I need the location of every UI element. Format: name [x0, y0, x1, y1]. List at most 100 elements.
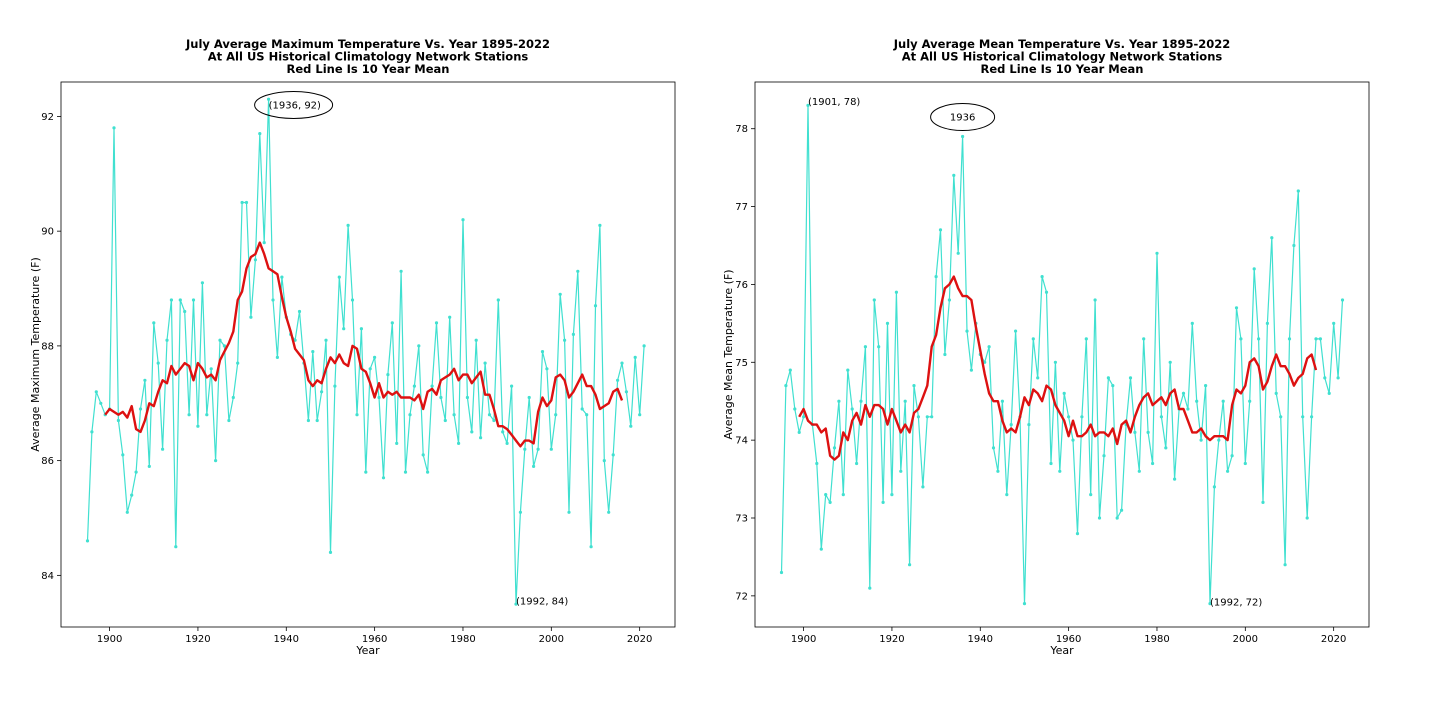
chart-title-line: Red Line Is 10 Year Mean	[287, 62, 450, 76]
annual-data-point	[1283, 563, 1287, 567]
annual-data-point	[487, 413, 492, 417]
annual-data-point	[832, 446, 837, 450]
annual-data-point	[1287, 337, 1292, 341]
annual-data-point	[983, 360, 987, 364]
annual-data-point	[280, 275, 284, 279]
annual-data-point	[1067, 415, 1071, 419]
ten-year-mean-line	[798, 275, 1318, 461]
annual-data-point	[152, 321, 156, 325]
annual-data-point	[434, 321, 439, 325]
annual-data-point	[908, 563, 912, 567]
annual-data-point	[885, 321, 890, 325]
annual-data-point	[386, 373, 390, 377]
annual-data-point	[258, 132, 262, 136]
annual-data-point	[1049, 461, 1053, 466]
annual-data-point	[607, 510, 611, 514]
annual-data-point	[1230, 454, 1234, 458]
y-tick-label: 90	[41, 227, 54, 238]
annual-data-point	[381, 476, 386, 480]
annual-data-point	[452, 413, 456, 417]
annual-data-point	[346, 223, 350, 227]
annual-data-point	[1128, 376, 1133, 380]
annual-data-point	[894, 290, 899, 294]
x-tick-label: 1940	[274, 634, 299, 645]
annual-data-point	[337, 275, 341, 279]
annual-data-point	[244, 200, 249, 205]
annual-data-point	[930, 415, 934, 419]
mean-temperature-chart: July Average Mean Temperature Vs. Year 1…	[722, 37, 1370, 657]
annual-data-point	[1327, 391, 1331, 395]
annual-data-point	[412, 384, 416, 388]
annual-data-point	[1336, 376, 1340, 380]
y-tick-label: 73	[735, 514, 748, 525]
annual-data-point	[408, 413, 412, 417]
annual-data-point	[1190, 321, 1194, 325]
annual-data-point	[1217, 438, 1221, 442]
annual-data-point	[585, 413, 589, 417]
annual-data-point	[991, 446, 996, 450]
x-tick-label: 1920	[185, 634, 210, 645]
annual-data-point	[554, 413, 558, 417]
annual-data-point	[1044, 290, 1049, 294]
annual-data-point	[925, 415, 929, 419]
annual-data-point	[620, 361, 624, 365]
x-tick-label: 1940	[968, 634, 993, 645]
annual-data-point	[545, 367, 549, 371]
chart-title-line: Red Line Is 10 Year Mean	[981, 62, 1144, 76]
annual-data-point	[364, 470, 368, 474]
annual-data-point	[262, 241, 266, 245]
annual-data-point	[169, 298, 173, 302]
annual-data-point	[1279, 415, 1283, 419]
annual-data-point	[443, 418, 447, 423]
annual-data-point	[306, 418, 310, 423]
annual-data-point	[390, 321, 394, 325]
x-tick-label: 2020	[1321, 634, 1346, 645]
annual-data-point	[819, 547, 823, 551]
annual-data-point	[227, 418, 231, 423]
annual-data-point	[1093, 298, 1097, 302]
annual-data-point	[788, 368, 792, 372]
annual-data-point	[863, 345, 868, 349]
annual-data-point	[797, 430, 801, 434]
annual-data-point	[518, 510, 523, 514]
y-tick-label: 88	[41, 341, 54, 352]
annual-data-point	[421, 453, 425, 457]
annual-data-point	[359, 327, 363, 331]
annotation-label: (1936, 92)	[269, 100, 321, 111]
annual-data-point	[593, 304, 598, 308]
annual-data-point	[138, 407, 143, 411]
annual-data-point	[938, 228, 943, 232]
annual-data-point	[350, 298, 355, 302]
annual-data-point	[1080, 415, 1084, 419]
annual-data-point	[1075, 532, 1080, 536]
annual-data-point	[1234, 306, 1239, 310]
annual-data-point	[94, 390, 98, 394]
annual-data-point	[1208, 602, 1212, 606]
annual-data-point	[815, 461, 819, 466]
y-tick-label: 76	[735, 280, 748, 291]
annotation-circle	[254, 90, 334, 119]
annual-data-point	[1212, 485, 1216, 489]
x-tick-label: 2000	[539, 634, 564, 645]
annual-data-point	[850, 407, 854, 411]
annual-data-point	[784, 384, 788, 388]
annual-data-point	[523, 447, 527, 451]
annotation-circle	[930, 103, 996, 132]
annual-data-point	[143, 378, 147, 382]
annual-data-point	[1089, 493, 1093, 497]
annual-data-point	[403, 470, 408, 474]
annual-data-point	[642, 344, 646, 348]
annual-data-point	[611, 453, 615, 457]
annual-data-point	[1195, 399, 1199, 403]
annual-data-point	[1151, 461, 1155, 466]
annual-data-point	[377, 395, 381, 400]
annual-data-point	[616, 378, 620, 382]
annual-data-point	[222, 344, 226, 348]
y-axis-label: Average Maximum Temperature (F)	[29, 257, 42, 451]
annual-data-point	[510, 384, 514, 388]
annual-data-point	[996, 469, 1000, 473]
y-tick-label: 92	[41, 112, 54, 123]
annual-series-line	[780, 105, 1344, 604]
annual-data-point	[267, 97, 271, 101]
annual-data-point	[253, 258, 257, 262]
